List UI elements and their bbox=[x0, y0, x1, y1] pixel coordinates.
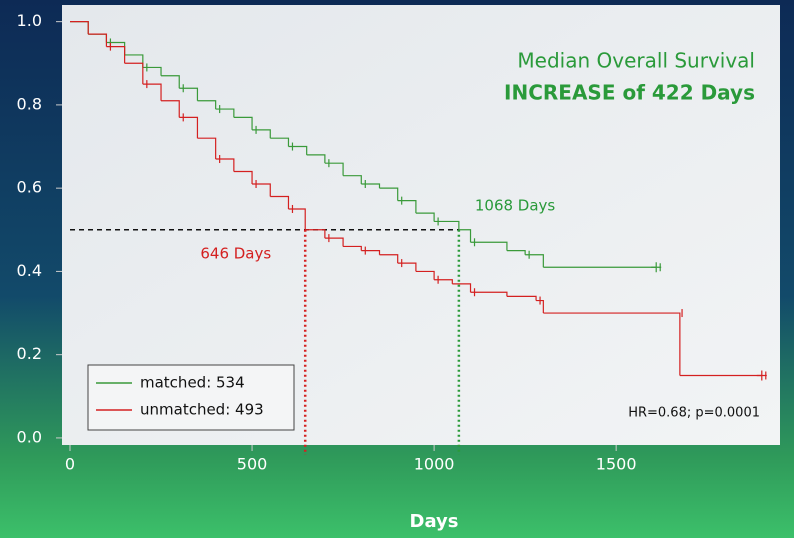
chart-title: Median Overall Survival bbox=[517, 49, 755, 73]
hr-annotation: HR=0.68; p=0.0001 bbox=[628, 406, 760, 421]
y-tick-label: 0.0 bbox=[17, 427, 42, 446]
x-axis-label: Days bbox=[410, 511, 459, 532]
y-tick-label: 0.4 bbox=[17, 261, 42, 280]
y-tick-label: 0.2 bbox=[17, 344, 42, 363]
y-tick-label: 1.0 bbox=[17, 11, 42, 30]
chart-subtitle: INCREASE of 422 Days bbox=[504, 81, 755, 105]
median-label: 646 Days bbox=[200, 244, 271, 262]
x-tick-label: 500 bbox=[237, 455, 268, 474]
y-tick-label: 0.6 bbox=[17, 178, 42, 197]
x-tick-label: 1000 bbox=[414, 455, 455, 474]
x-tick-label: 1500 bbox=[596, 455, 637, 474]
page: {"chart_data": { "type": "step", "title"… bbox=[0, 0, 794, 538]
chart: Median Overall Survival INCREASE of 422 … bbox=[0, 0, 794, 538]
x-tick-label: 0 bbox=[65, 455, 75, 474]
legend-label: unmatched: 493 bbox=[140, 401, 264, 419]
y-tick-label: 0.8 bbox=[17, 94, 42, 113]
legend-label: matched: 534 bbox=[140, 374, 245, 392]
median-label: 1068 Days bbox=[475, 196, 556, 214]
